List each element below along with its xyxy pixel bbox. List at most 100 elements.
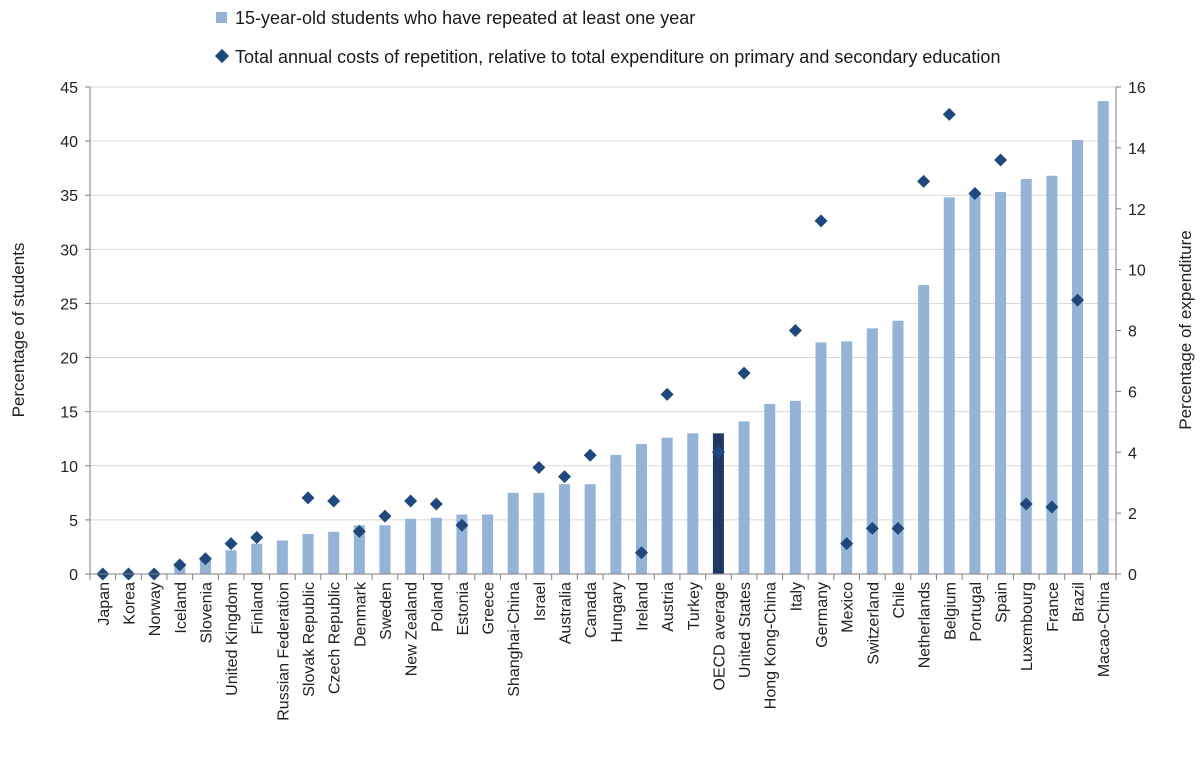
marker [994, 153, 1008, 167]
marker [942, 107, 956, 121]
bar [687, 433, 699, 574]
bar [815, 342, 827, 574]
marker [327, 494, 341, 508]
marker [532, 460, 546, 474]
category-label: Iceland [173, 582, 190, 634]
bar [969, 191, 981, 574]
category-label: Australia [558, 582, 575, 644]
left-tick-label: 5 [69, 513, 78, 530]
right-tick-label: 14 [1128, 141, 1146, 158]
marker [173, 558, 187, 572]
category-label: Shanghai-China [506, 582, 523, 697]
legend-swatch-marker [214, 48, 230, 64]
category-label: Slovak Republic [301, 582, 318, 697]
legend-swatch-bar [216, 12, 227, 23]
category-label: OECD average [711, 582, 728, 691]
left-tick-label: 40 [60, 134, 78, 151]
left-tick-label: 10 [60, 459, 78, 476]
marker-series [96, 107, 1085, 581]
category-label: Hungary [609, 582, 626, 642]
bar [943, 197, 955, 575]
marker [788, 324, 802, 337]
bar [507, 492, 519, 574]
bar [251, 543, 263, 574]
left-tick-label: 45 [60, 80, 78, 97]
marker [378, 509, 392, 523]
bar [1046, 175, 1058, 574]
category-label: Canada [583, 582, 600, 638]
bar [712, 433, 724, 574]
category-label: Slovenia [198, 582, 215, 643]
right-tick-label: 16 [1128, 80, 1146, 97]
marker [1071, 293, 1085, 307]
right-tick-label: 8 [1128, 324, 1137, 341]
right-tick-label: 10 [1128, 263, 1146, 280]
marker [558, 470, 572, 484]
marker [814, 214, 828, 228]
right-tick-label: 0 [1128, 567, 1137, 584]
bar [1072, 140, 1084, 575]
bar [661, 437, 673, 574]
bar [559, 484, 571, 574]
bar [225, 550, 237, 574]
marker [1019, 497, 1033, 511]
bar [199, 557, 211, 574]
right-tick-label: 6 [1128, 384, 1137, 401]
left-tick-label: 35 [60, 188, 78, 205]
bar [764, 404, 776, 574]
category-label: Belgium [942, 582, 959, 640]
category-label: Switzerland [865, 582, 882, 665]
category-label: New Zealand [404, 582, 421, 676]
bar [738, 421, 750, 574]
right-tick-label: 2 [1128, 506, 1137, 523]
marker [660, 387, 674, 401]
bar [482, 514, 494, 574]
bar [456, 514, 468, 574]
category-label: France [1045, 582, 1062, 632]
legend-label-bar: 15-year-old students who have repeated a… [235, 8, 695, 28]
category-label: Turkey [686, 582, 703, 630]
bar [379, 525, 391, 574]
bar [328, 531, 340, 574]
bar [866, 328, 878, 574]
category-label: Chile [891, 582, 908, 619]
category-label: Germany [814, 582, 831, 648]
category-label: Sweden [378, 582, 395, 640]
marker [250, 530, 264, 544]
left-tick-label: 30 [60, 242, 78, 259]
marker [865, 521, 879, 535]
marker [352, 524, 366, 538]
legend-label-marker: Total annual costs of repetition, relati… [235, 47, 1000, 67]
marker [711, 445, 725, 459]
bar [610, 454, 622, 574]
bar [635, 444, 647, 574]
marker [1045, 500, 1059, 514]
bar [1020, 178, 1032, 574]
category-label: Brazil [1071, 582, 1088, 622]
category-label: United Kingdom [224, 582, 241, 696]
category-label: Japan [96, 582, 113, 626]
bar [995, 191, 1007, 574]
category-label: Estonia [455, 582, 472, 635]
marker [917, 174, 931, 188]
axes [89, 87, 1117, 580]
marker [891, 521, 905, 535]
bar [405, 518, 417, 574]
marker [301, 491, 315, 505]
bar [584, 484, 596, 574]
category-label: Greece [481, 582, 498, 635]
category-label: Spain [994, 582, 1011, 623]
category-labels: Japan Korea Norway Iceland Slovenia United Ki… [96, 581, 1113, 721]
marker [198, 552, 212, 566]
category-label: Portugal [968, 582, 985, 642]
marker [840, 537, 854, 551]
marker [429, 497, 443, 511]
bar [789, 400, 801, 574]
category-label: Austria [660, 582, 677, 632]
marker [634, 546, 648, 560]
left-tick-label: 20 [60, 351, 78, 368]
category-label: Russian Federation [275, 582, 292, 721]
bar [353, 525, 365, 574]
category-label: Israel [532, 582, 549, 621]
